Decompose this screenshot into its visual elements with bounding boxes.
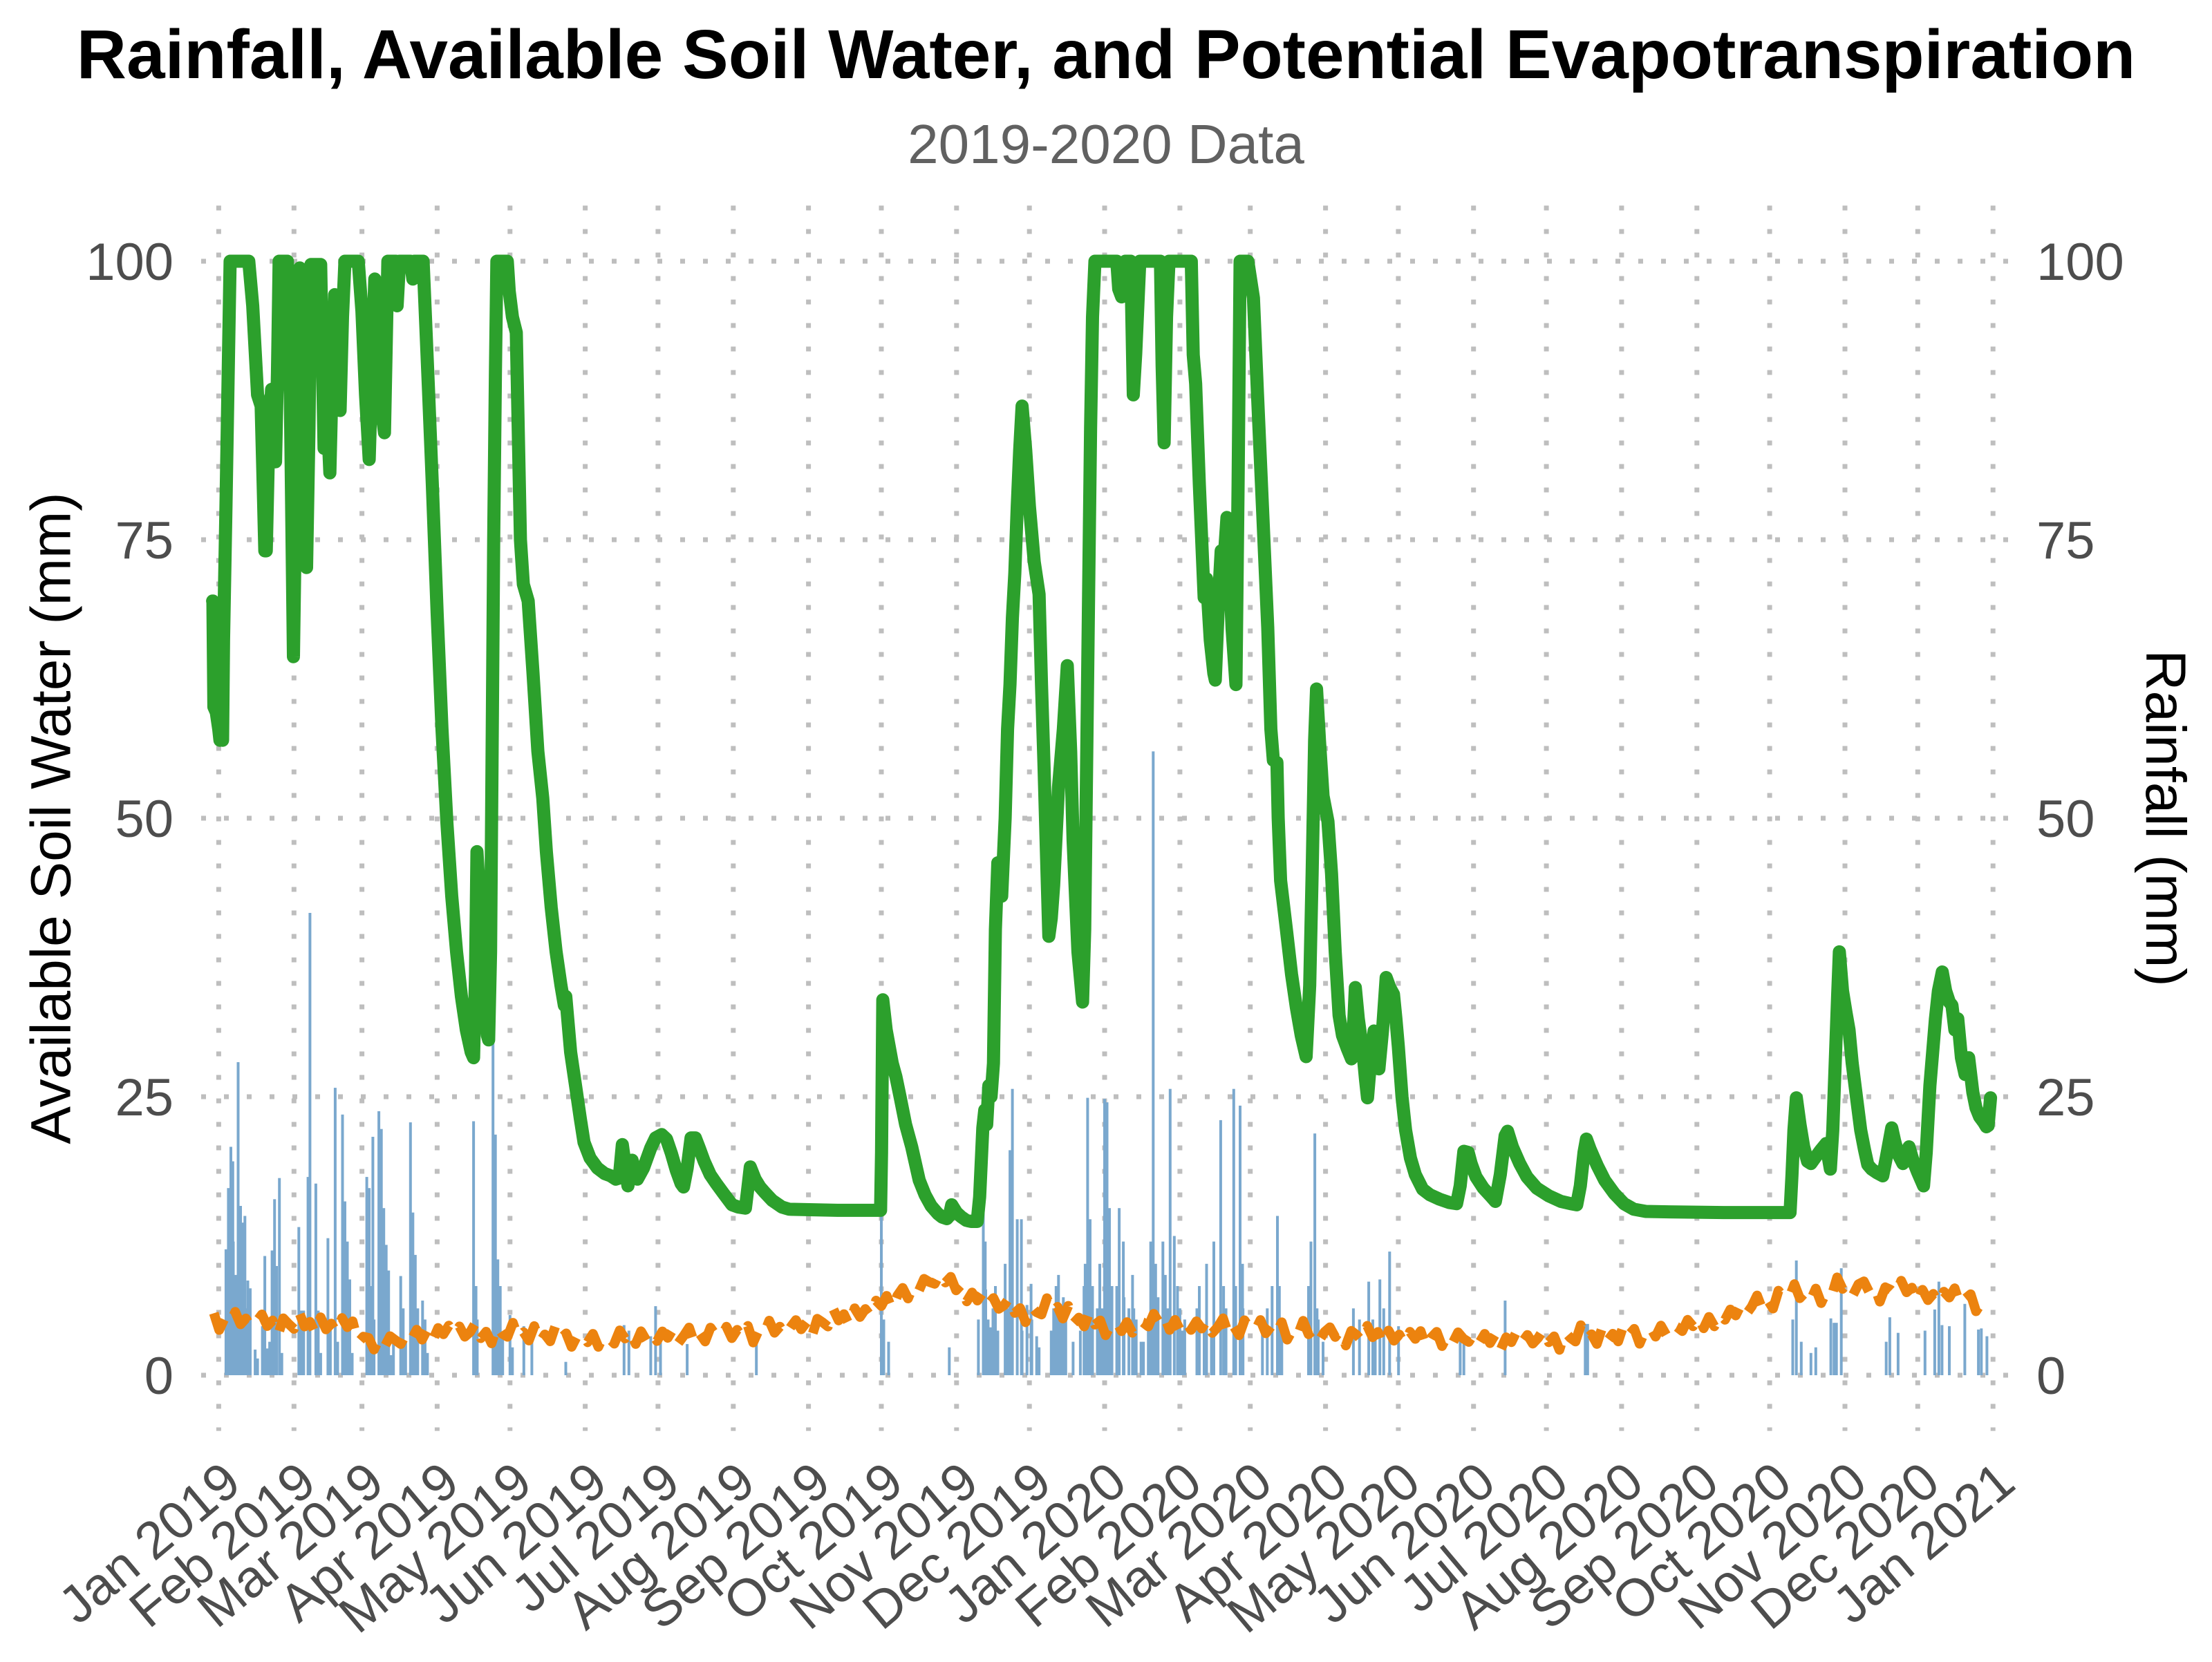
svg-text:75: 75 — [2036, 511, 2095, 570]
svg-text:Rainfall (mm): Rainfall (mm) — [2134, 650, 2197, 986]
svg-text:0: 0 — [144, 1347, 174, 1406]
svg-text:25: 25 — [2036, 1068, 2095, 1127]
svg-text:0: 0 — [2036, 1347, 2065, 1406]
svg-text:50: 50 — [2036, 790, 2095, 849]
svg-text:25: 25 — [115, 1068, 174, 1127]
svg-text:Rainfall, Available Soil Water: Rainfall, Available Soil Water, and Pote… — [77, 16, 2135, 93]
svg-text:Available Soil Water (mm): Available Soil Water (mm) — [20, 492, 83, 1144]
svg-text:100: 100 — [86, 233, 174, 292]
svg-text:75: 75 — [115, 511, 174, 570]
svg-text:50: 50 — [115, 790, 174, 849]
svg-text:2019-2020 Data: 2019-2020 Data — [908, 113, 1304, 175]
svg-text:100: 100 — [2036, 233, 2124, 292]
